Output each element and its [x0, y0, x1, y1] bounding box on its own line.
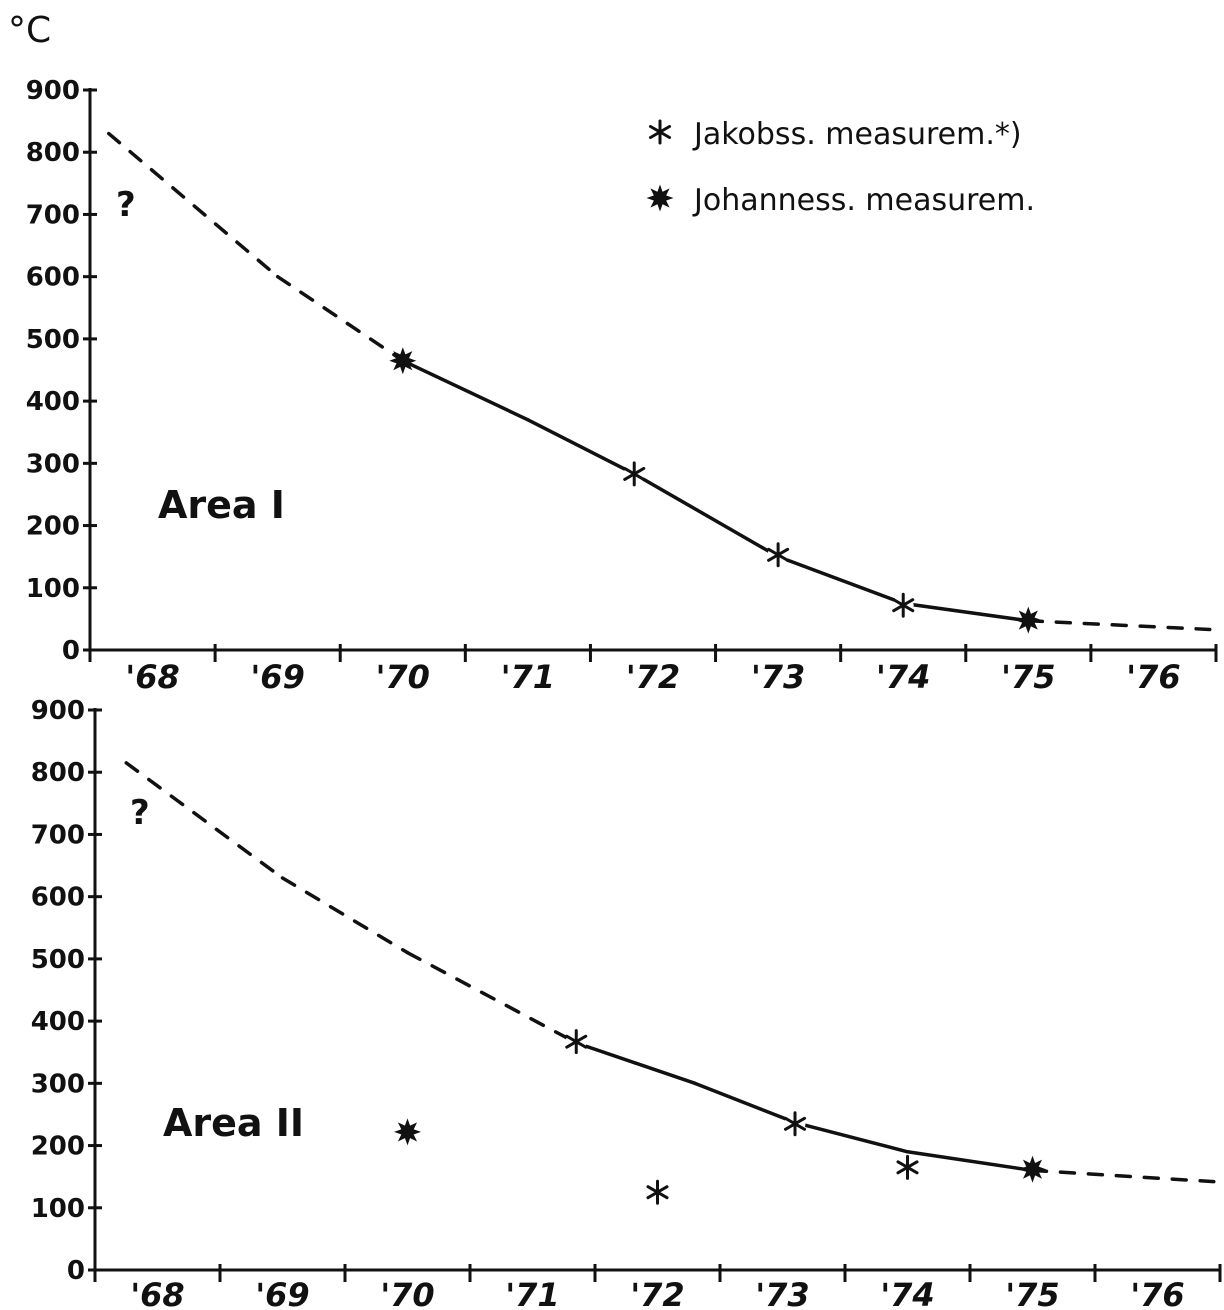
legend-label: Jakobss. measurem.*) — [692, 117, 1022, 152]
y-tick-label: 300 — [26, 449, 80, 479]
y-tick-label: 600 — [26, 263, 80, 293]
x-tick-label: '68 — [125, 658, 179, 696]
y-tick-label: 600 — [31, 883, 85, 913]
x-tick-label: '68 — [130, 1276, 184, 1310]
legend-jakobsson-marker — [648, 119, 672, 145]
chart-legend: Jakobss. measurem.*) Johanness. measurem. — [646, 117, 1035, 218]
trend-line-dashed-segment — [107, 131, 280, 279]
johannesson-data-point — [389, 347, 417, 375]
trend-line-solid-segment — [905, 1150, 1035, 1173]
trend-line-dashed-segment — [275, 274, 405, 363]
jakobsson-data-point — [623, 461, 646, 487]
trend-line-solid-segment — [574, 1041, 697, 1086]
legend-label: Johanness. measurem. — [692, 183, 1035, 218]
legend-johannesson-marker — [646, 184, 674, 212]
trend-line-dashed-segment — [1030, 1168, 1216, 1184]
x-tick-label: '72 — [626, 658, 680, 696]
x-tick-label: '71 — [505, 1276, 559, 1310]
trend-line-solid-segment — [776, 554, 905, 606]
x-tick-label: '73 — [755, 1276, 809, 1310]
y-unit-label: °C — [8, 10, 52, 51]
y-tick-label: 100 — [31, 1194, 85, 1224]
y-tick-label: 900 — [31, 696, 85, 726]
trend-line-solid-segment — [693, 1081, 797, 1125]
uncertainty-annotation: ? — [116, 185, 136, 225]
jakobsson-data-point — [767, 542, 790, 568]
johannesson-data-point — [1014, 606, 1042, 634]
y-tick-label: 700 — [26, 200, 80, 230]
jakobsson-data-point — [783, 1111, 807, 1137]
jakobsson-data-point — [892, 592, 915, 618]
x-tick-label: '73 — [751, 658, 805, 696]
johannesson-data-point — [394, 1118, 421, 1146]
y-tick-label: 400 — [31, 1007, 85, 1037]
jakobsson-data-point — [565, 1029, 588, 1055]
trend-line-solid-segment — [526, 418, 636, 476]
y-tick-label: 500 — [26, 325, 80, 355]
johannesson-data-point — [1019, 1155, 1046, 1183]
area-title: Area I — [158, 483, 285, 527]
trend-line-dashed-segment — [405, 950, 578, 1045]
y-tick-label: 200 — [26, 512, 80, 542]
x-tick-label: '69 — [251, 658, 305, 696]
chart-panel-area-1: 0 100 200 300 400 500 600 700 800 900 '68 '69 '70 '71… — [26, 76, 1218, 696]
x-tick-label: '70 — [376, 658, 430, 696]
y-tick-label: 0 — [67, 1256, 85, 1286]
uncertainty-annotation: ? — [130, 793, 150, 833]
trend-line-dashed-segment — [1026, 619, 1212, 632]
y-tick-label: 0 — [62, 636, 80, 666]
y-tick-label: 300 — [31, 1069, 85, 1099]
jakobsson-data-point — [896, 1154, 919, 1180]
x-tick-label: '75 — [1005, 1276, 1059, 1310]
y-tick-label: 800 — [31, 758, 85, 788]
trend-line-dashed-segment — [280, 876, 410, 955]
x-tick-label: '76 — [1130, 1276, 1184, 1310]
y-tick-label: 100 — [26, 574, 80, 604]
jakobsson-data-point — [646, 1179, 669, 1205]
area-title: Area II — [163, 1101, 304, 1145]
x-tick-label: '75 — [1001, 658, 1055, 696]
x-tick-label: '69 — [255, 1276, 309, 1310]
trend-line-dashed-segment — [124, 761, 285, 880]
x-tick-label: '76 — [1126, 658, 1180, 696]
y-tick-label: 500 — [31, 945, 85, 975]
y-tick-label: 700 — [31, 820, 85, 850]
x-tick-label: '74 — [876, 658, 930, 696]
y-tick-label: 900 — [26, 76, 80, 106]
y-tick-label: 800 — [26, 138, 80, 168]
chart-panel-area-2: 0 100 200 300 400 500 600 700 800 900 '68 '69 '70 '71… — [31, 696, 1222, 1310]
x-tick-label: '70 — [380, 1276, 434, 1310]
y-tick-label: 400 — [26, 387, 80, 417]
x-tick-label: '72 — [630, 1276, 684, 1310]
trend-line-solid-segment — [901, 601, 1031, 623]
x-tick-label: '71 — [501, 658, 555, 696]
trend-line-solid-segment — [793, 1120, 910, 1154]
trend-line-solid-segment — [401, 358, 530, 422]
x-tick-label: '74 — [880, 1276, 934, 1310]
trend-line-solid-segment — [632, 472, 780, 559]
y-tick-label: 200 — [31, 1132, 85, 1162]
